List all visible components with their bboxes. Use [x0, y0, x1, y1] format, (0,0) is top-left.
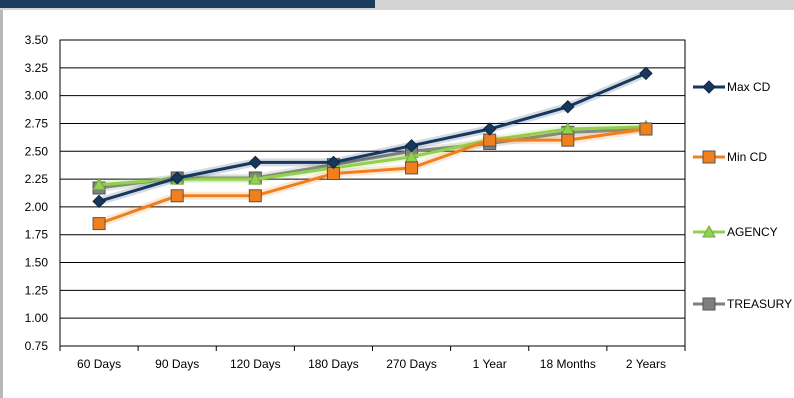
legend-label: Min CD	[727, 150, 767, 164]
data-point	[248, 155, 263, 170]
data-point	[92, 177, 106, 191]
series-line	[98, 125, 646, 187]
data-point	[248, 172, 263, 185]
data-point	[170, 189, 184, 203]
x-tick-label: 270 Days	[386, 357, 437, 371]
legend-item: Max CD	[693, 80, 771, 94]
y-tick-label: 3.50	[25, 33, 49, 47]
x-tick-label: 1 Year	[473, 357, 507, 371]
y-tick-label: 1.25	[25, 283, 49, 297]
plot-area-border	[59, 39, 686, 347]
legend-item: TREASURY	[693, 297, 792, 311]
y-tick-label: 2.50	[25, 144, 49, 158]
x-tick-label: 60 Days	[77, 357, 121, 371]
series-line	[98, 127, 647, 226]
legend-label: AGENCY	[727, 225, 778, 239]
data-point	[92, 217, 106, 231]
legend-label: TREASURY	[727, 297, 792, 311]
data-point	[639, 66, 653, 81]
series-min-cd	[92, 122, 653, 231]
data-point	[92, 194, 106, 209]
data-point	[170, 171, 184, 185]
data-point	[482, 122, 497, 136]
data-point	[483, 133, 497, 147]
legend-label: Max CD	[727, 80, 771, 94]
x-tick-label: 180 Days	[308, 357, 359, 371]
data-point	[561, 100, 575, 114]
x-tick-label: 2 Years	[626, 357, 666, 371]
y-tick-label: 2.25	[25, 172, 49, 186]
x-tick-label: 120 Days	[230, 357, 281, 371]
series-max-cd	[92, 66, 653, 209]
x-tick-label: 90 Days	[155, 357, 199, 371]
data-point	[561, 133, 575, 147]
header-band	[0, 0, 794, 10]
y-tick-label: 1.00	[25, 311, 49, 325]
header-accent-band	[0, 0, 375, 8]
legend-marker	[702, 224, 716, 238]
legend-marker	[702, 80, 716, 94]
y-tick-label: 3.00	[25, 89, 49, 103]
data-point	[248, 189, 262, 203]
legend-item: Min CD	[693, 150, 767, 164]
data-point	[326, 155, 341, 170]
y-tick-label: 3.25	[25, 61, 49, 75]
y-tick-label: 1.75	[25, 228, 49, 242]
data-point	[639, 122, 653, 136]
x-tick-label: 18 Months	[540, 357, 596, 371]
series-line	[98, 72, 647, 203]
y-tick-label: 1.50	[25, 256, 49, 270]
data-point	[405, 161, 419, 175]
data-point	[326, 167, 340, 181]
y-tick-label: 2.75	[25, 116, 49, 130]
left-border	[0, 10, 3, 398]
data-point	[404, 139, 419, 153]
y-tick-label: 0.75	[25, 339, 49, 353]
legend-marker	[702, 150, 716, 164]
legend-item: AGENCY	[693, 224, 778, 239]
y-tick-label: 2.00	[25, 200, 49, 214]
legend-marker	[702, 297, 716, 311]
